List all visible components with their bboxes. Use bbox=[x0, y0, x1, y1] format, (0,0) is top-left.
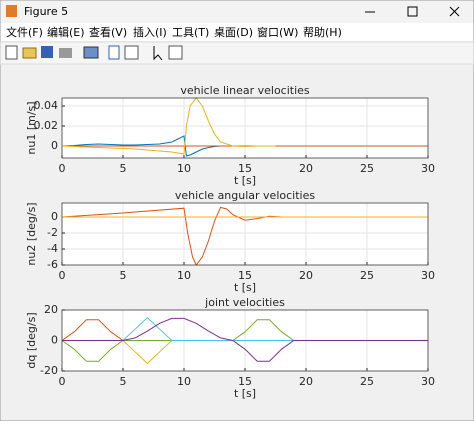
close-button[interactable] bbox=[449, 6, 460, 17]
x-tick-label: 15 bbox=[238, 269, 252, 282]
x-tick-label: 20 bbox=[299, 269, 313, 282]
colorbar-icon[interactable] bbox=[108, 45, 120, 60]
axes-box bbox=[61, 309, 429, 372]
x-tick-label: 5 bbox=[120, 269, 127, 282]
save-icon[interactable] bbox=[41, 46, 53, 58]
y-tick-label: 0 bbox=[51, 210, 58, 223]
open-icon[interactable] bbox=[22, 47, 37, 59]
app-icon bbox=[6, 5, 17, 17]
x-tick-label: 15 bbox=[238, 375, 252, 388]
y-tick-label: -2 bbox=[47, 226, 58, 239]
data-line bbox=[61, 206, 325, 266]
menu-item[interactable]: 帮助(H) bbox=[303, 25, 342, 39]
window-title: Figure 5 bbox=[24, 5, 68, 18]
maximize-button[interactable] bbox=[407, 6, 418, 17]
menu: 文件(F) 编辑(E) 查看(V) 插入(I) 工具(T) 桌面(D) 窗口(W) 帮助(H) bbox=[6, 25, 342, 39]
x-tick-label: 5 bbox=[120, 162, 127, 175]
x-tick-label: 20 bbox=[299, 375, 313, 388]
edit-icon[interactable] bbox=[153, 46, 163, 61]
menu-item[interactable]: 桌面(D) bbox=[214, 26, 253, 39]
axes-title: joint velocities bbox=[204, 296, 285, 309]
x-axis-label: t [s] bbox=[234, 387, 256, 400]
axes-title: vehicle linear velocities bbox=[180, 84, 310, 97]
x-tick-label: 25 bbox=[360, 375, 374, 388]
x-tick-label: 30 bbox=[421, 162, 435, 175]
x-tick-label: 30 bbox=[421, 375, 435, 388]
menu-item[interactable]: 窗口(W) bbox=[257, 25, 298, 39]
x-tick-label: 0 bbox=[59, 269, 66, 282]
menu-item[interactable]: 工具(T) bbox=[172, 26, 209, 39]
y-tick-label: 0.04 bbox=[34, 99, 59, 112]
y-tick-label: -6 bbox=[47, 258, 58, 271]
x-axis-label: t [s] bbox=[234, 281, 256, 294]
axes-box bbox=[61, 97, 429, 159]
x-tick-label: 25 bbox=[360, 269, 374, 282]
menu-item[interactable]: 查看(V) bbox=[89, 25, 127, 39]
y-tick-label: 0 bbox=[51, 334, 58, 347]
x-tick-label: 10 bbox=[177, 269, 191, 282]
y-axis-label: nu2 [deg/s] bbox=[25, 202, 38, 265]
y-tick-label: 0.02 bbox=[34, 119, 59, 132]
x-tick-label: 5 bbox=[120, 375, 127, 388]
link-icon[interactable] bbox=[83, 46, 99, 59]
menu-item[interactable]: 文件(F) bbox=[6, 25, 43, 39]
x-tick-label: 10 bbox=[177, 375, 191, 388]
y-axis-label: nu1 [m/s] bbox=[25, 101, 38, 154]
y-tick-label: -20 bbox=[40, 364, 58, 377]
y-axis-label: dq [deg/s] bbox=[25, 312, 38, 368]
axes-title: vehicle angular velocities bbox=[175, 189, 315, 202]
inspector-icon[interactable] bbox=[168, 45, 183, 60]
data-line bbox=[62, 317, 428, 362]
y-tick-label: 0 bbox=[51, 139, 58, 152]
x-tick-label: 0 bbox=[59, 162, 66, 175]
new-icon[interactable] bbox=[5, 45, 18, 60]
print-icon[interactable] bbox=[59, 48, 72, 58]
x-tick-label: 25 bbox=[360, 162, 374, 175]
menu-bar bbox=[0, 23, 474, 41]
x-axis-label: t [s] bbox=[234, 174, 256, 187]
menu-item[interactable]: 编辑(E) bbox=[47, 25, 85, 39]
axes-box bbox=[61, 202, 429, 266]
menu-item[interactable]: 插入(I) bbox=[133, 25, 167, 39]
y-tick-label: -4 bbox=[47, 242, 58, 255]
x-tick-label: 30 bbox=[421, 269, 435, 282]
x-tick-label: 20 bbox=[299, 162, 313, 175]
x-tick-label: 10 bbox=[177, 162, 191, 175]
title-bar bbox=[0, 0, 474, 23]
plots: 0 5 10 15 20 25 30 0 0.02 0.04 vehicle linear velo… bbox=[25, 84, 435, 400]
x-tick-label: 0 bbox=[59, 375, 66, 388]
x-tick-label: 15 bbox=[238, 162, 252, 175]
data-line bbox=[61, 97, 276, 155]
toolbar-icons bbox=[5, 45, 183, 61]
legend-icon[interactable] bbox=[124, 45, 139, 60]
y-tick-label: 20 bbox=[44, 303, 58, 316]
